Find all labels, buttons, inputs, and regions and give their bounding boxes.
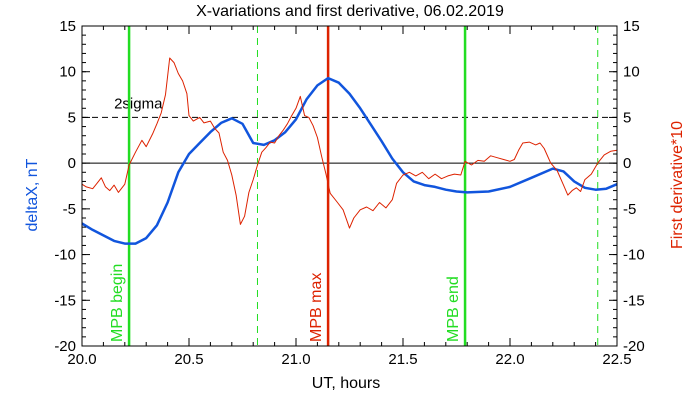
y-tick-label-right: -15 [623, 292, 645, 309]
y-tick-label-left: 10 [59, 64, 76, 81]
x-tick-label: 22.5 [602, 351, 631, 368]
x-axis-label: UT, hours [312, 375, 380, 392]
y-tick-label-right: -20 [623, 338, 645, 355]
y-tick-label-left: -20 [54, 338, 76, 355]
x-tick-label: 20.0 [67, 351, 96, 368]
x-tick-label: 20.5 [174, 351, 203, 368]
marker-label-4: MPB end [445, 276, 462, 342]
y-tick-label-left: -10 [54, 247, 76, 264]
series-line-2 [81, 57, 618, 229]
y-tick-label-left: 15 [59, 18, 76, 35]
plot-frame [81, 25, 618, 347]
plot-area: 2sigma MPB begin MPB max MPB end 20.0 20.5 21.… [54, 18, 644, 368]
threshold-label: 2sigma [114, 96, 163, 113]
y-axis-label-right: First derivative*10 [669, 121, 686, 249]
y-tick-label-left: -15 [54, 292, 76, 309]
x-tick-label: 22.0 [495, 351, 524, 368]
y-tick-label-right: 15 [623, 18, 640, 35]
y-tick-label-right: 0 [623, 155, 631, 172]
y-tick-label-right: 10 [623, 64, 640, 81]
y-tick-label-left: 5 [68, 109, 76, 126]
y-tick-label-left: 0 [68, 155, 76, 172]
y-tick-label-right: -5 [623, 201, 636, 218]
y-tick-label-left: -5 [63, 201, 76, 218]
marker-label-1: MPB begin [109, 264, 126, 342]
y-axis-label-left: deltaX, nT [24, 158, 41, 231]
series-line-1 [81, 76, 618, 245]
chart-title: X-variations and first derivative, 06.02… [196, 3, 504, 20]
x-tick-label: 21.0 [281, 351, 310, 368]
y-tick-label-right: -10 [623, 247, 645, 264]
y-tick-label-right: 5 [623, 109, 631, 126]
marker-label-3: MPB max [308, 273, 325, 342]
x-tick-label: 21.5 [388, 351, 417, 368]
